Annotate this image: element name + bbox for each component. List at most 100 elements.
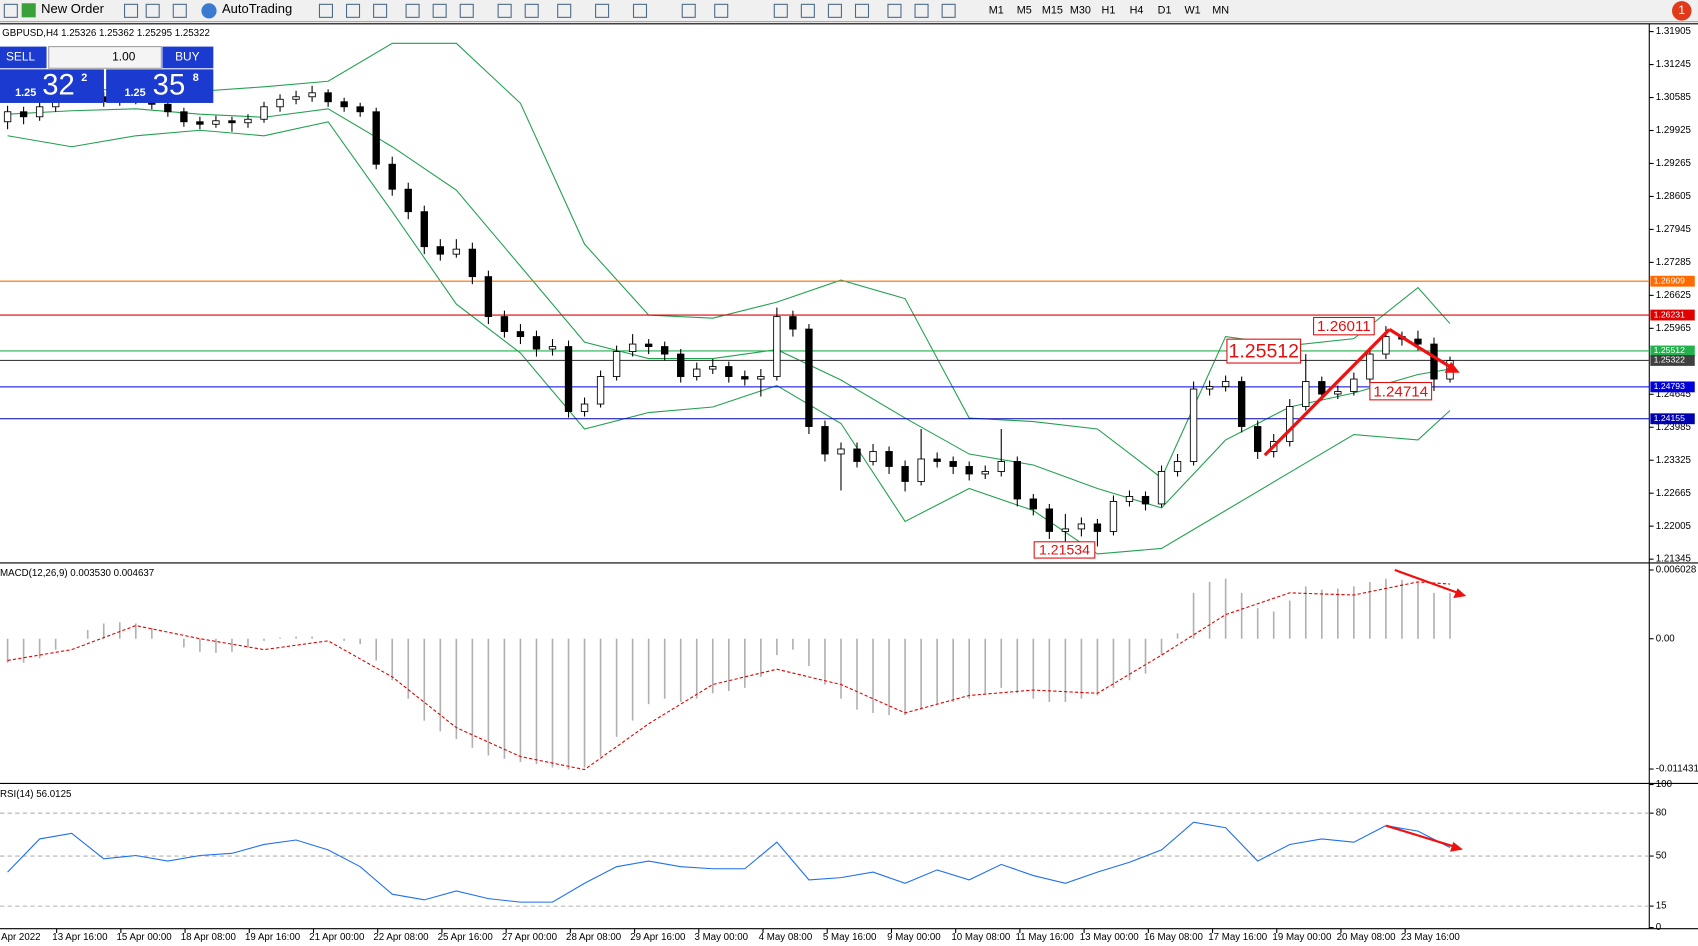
sell-label[interactable]: SELL [6,50,35,64]
new-order-button[interactable]: New Order [41,1,104,16]
toolbar-icon[interactable] [145,3,160,18]
candle-body [1109,501,1118,532]
toolbar-icon[interactable] [714,3,729,18]
candle-body [1125,496,1134,502]
candle-body [1334,391,1342,395]
time-label: 18 Apr 08:00 [181,932,237,943]
candle-body [35,106,44,118]
timeframe-button[interactable]: D1 [1158,5,1172,17]
toolbar-icon[interactable] [497,3,512,18]
candle-body [372,111,380,165]
bid-pips: 32 [42,69,75,101]
toolbar-icon[interactable] [318,3,333,18]
timeframe-button[interactable]: M30 [1070,5,1091,17]
timeframe-button[interactable]: M5 [1017,5,1032,17]
timeframe-button[interactable]: MN [1212,5,1229,17]
time-label: 13 Apr 16:00 [52,932,108,943]
toolbar-icon[interactable] [405,3,420,18]
candle-body [260,106,268,120]
toolbar-icon[interactable] [524,3,539,18]
timeframe-button[interactable]: W1 [1184,5,1200,17]
notification-badge[interactable] [1672,1,1692,21]
candle-body [564,346,573,412]
toolbar-icon[interactable] [800,3,815,18]
arrow-head [1444,361,1460,373]
y-tick-label: 1.31905 [1656,26,1691,37]
time-label: 29 Apr 16:00 [630,932,686,943]
time-label: 23 May 16:00 [1401,932,1461,943]
autotrading-button[interactable]: AutoTrading [222,1,292,16]
toolbar-icon[interactable] [887,3,902,18]
buy-label[interactable]: BUY [175,50,200,64]
candle-body [580,403,589,412]
price-annotation-box [1313,316,1375,336]
candle-body [1077,523,1086,530]
candle-body [244,118,252,124]
toolbar-icon[interactable] [123,3,139,18]
toolbar-icon[interactable] [773,3,788,18]
sell-button[interactable] [0,46,47,69]
lots-field[interactable] [48,46,162,69]
time-label: 3 May 00:00 [694,932,748,943]
bid-box[interactable] [0,69,104,103]
candle-body [677,353,685,377]
toolbar-icon[interactable] [172,3,187,18]
candle-body [628,343,637,353]
candle-body [981,471,989,475]
buy-button[interactable] [162,46,214,69]
toolbar-icon[interactable] [459,3,474,18]
y-tick-label: 1.22665 [1656,488,1691,499]
timeframe-button[interactable]: M1 [989,5,1004,17]
toolbar-icon[interactable] [941,3,956,18]
timeframe-button[interactable]: M15 [1042,5,1063,17]
candle-body [1029,498,1037,510]
candle-body [757,376,765,380]
lots-value[interactable]: 1.00 [112,50,136,64]
ask-box[interactable] [106,69,214,103]
ask-big: 1.25 [125,87,146,99]
y-tick-label: 1.23325 [1656,455,1691,466]
candle-body [1141,496,1150,505]
y-tick-label: 1.26625 [1656,290,1691,301]
toolbar-icon[interactable] [557,3,572,18]
toolbar-icon[interactable] [914,3,929,18]
arrow-head [1450,841,1464,852]
bollinger-lower [7,121,1451,555]
y-tick-label: 0.00 [1656,633,1676,644]
price-annotation: 1.21534 [1039,542,1090,558]
bid-point: 2 [81,72,87,84]
candle-body [917,458,925,482]
y-tick-label: 80 [1656,808,1667,819]
time-label: 4 May 08:00 [759,932,813,943]
timeframe-button[interactable]: H4 [1130,5,1144,17]
time-label: 25 Apr 16:00 [438,932,494,943]
toolbar-icon[interactable] [373,3,388,18]
time-label: 19 May 00:00 [1272,932,1332,943]
candle-body [228,120,236,124]
candle-body [548,346,557,350]
y-tick-label: 15 [1656,901,1667,912]
candle-body [1013,461,1021,500]
toolbar-icon[interactable] [681,3,696,18]
toolbar-icon[interactable] [827,3,842,18]
toolbar-icon[interactable] [595,3,610,18]
toolbar-icon[interactable] [854,3,870,18]
autotrading-icon[interactable] [201,3,217,19]
new-order-icon[interactable] [21,3,36,18]
toolbar-icon[interactable] [632,3,648,18]
timeframe-button[interactable]: H1 [1102,5,1116,17]
candle-body [436,246,444,255]
toolbar-icon[interactable] [345,3,361,18]
candle-body [276,98,284,108]
toolbar-icon[interactable] [432,3,447,18]
candle-body [1366,353,1374,380]
time-label: 10 May 08:00 [951,932,1011,943]
time-label: 21 Apr 00:00 [309,932,365,943]
toolbar-icon[interactable] [3,3,18,18]
time-label: 17 May 16:00 [1208,932,1268,943]
candle-body [1045,508,1054,532]
level-price-text: 1.26909 [1654,275,1685,285]
trend-arrow [1263,328,1391,457]
